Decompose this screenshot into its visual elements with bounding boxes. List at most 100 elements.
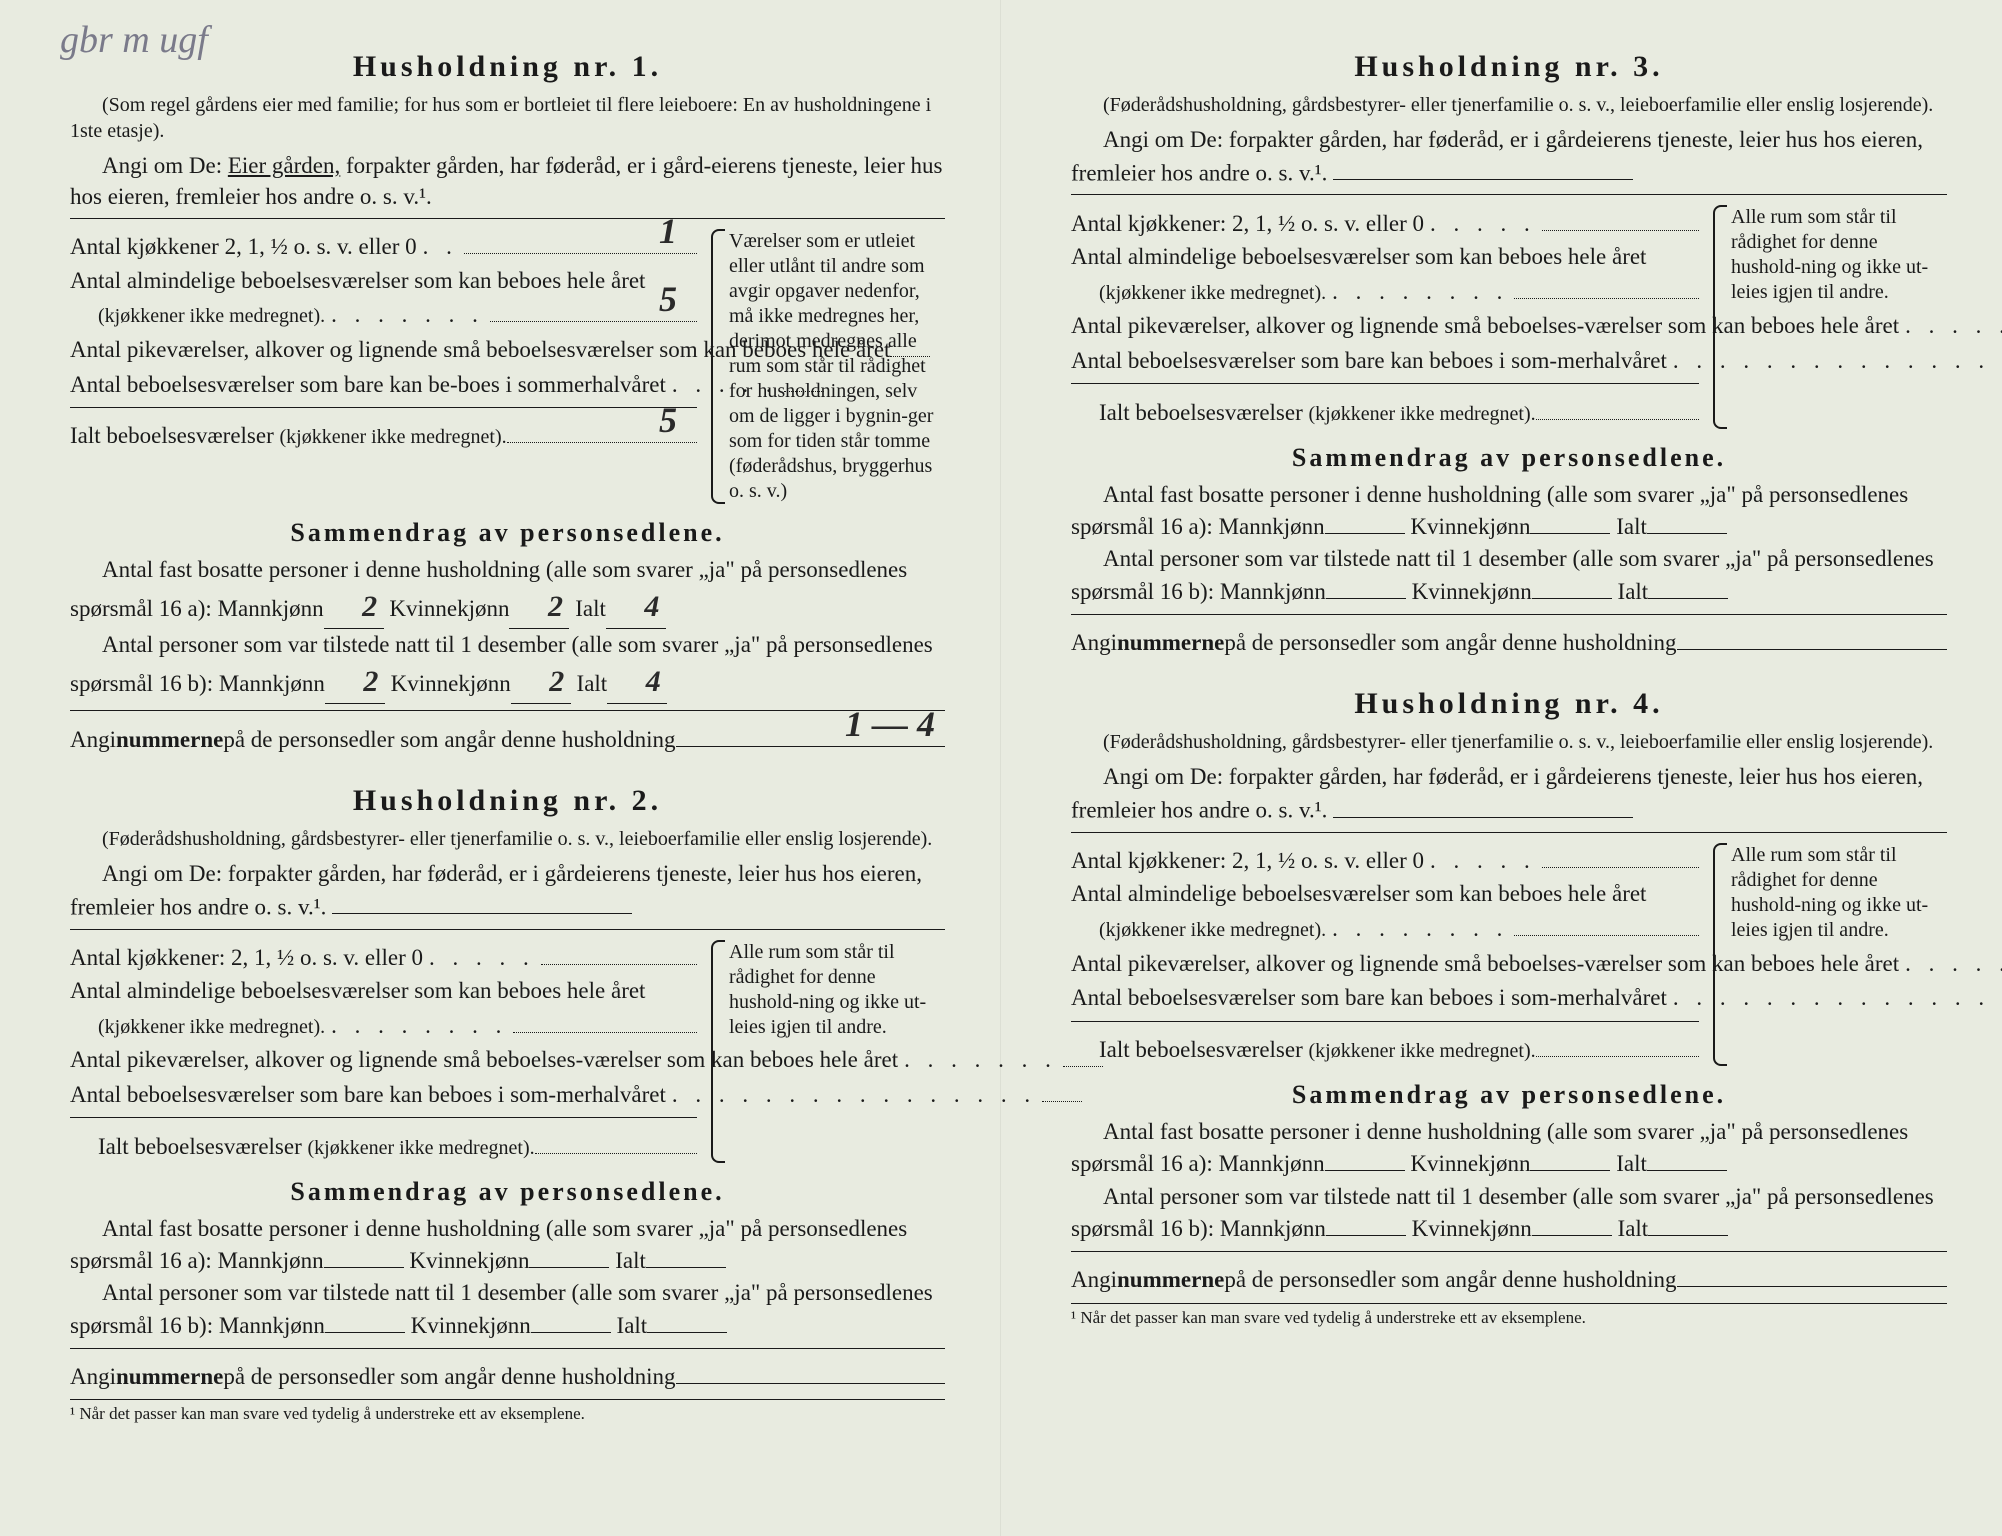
kvin-label: Kvinnekjønn — [1410, 1151, 1530, 1176]
household-3: Husholdning nr. 3. (Føderådshusholdning,… — [1071, 50, 1947, 659]
summary-title: Sammendrag av personsedlene. — [1071, 443, 1947, 473]
numbers-pre: Angi — [70, 1360, 116, 1393]
angi-field — [332, 889, 632, 914]
mann-a-value — [1325, 533, 1405, 534]
kvin-a-value — [1530, 1170, 1610, 1171]
total-sub: (kjøkkener ikke medregnet). — [307, 1134, 534, 1163]
divider — [70, 1117, 697, 1118]
fields-block: Antal kjøkkener: 2, 1, ½ o. s. v. eller … — [1071, 205, 1947, 429]
side-note: Alle rum som står til rådighet for denne… — [729, 940, 945, 1040]
angi-field — [1333, 792, 1633, 817]
rooms-field — [513, 1007, 697, 1032]
ialt-label: Ialt — [577, 671, 608, 696]
total-sub: (kjøkkener ikke medregnet). — [1308, 400, 1535, 429]
kitchens-row: Antal kjøkkener: 2, 1, ½ o. s. v. eller … — [70, 940, 697, 975]
summary-title: Sammendrag av personsedlene. — [70, 518, 945, 548]
summer-row: Antal beboelsesværelser som bare kan beb… — [1071, 980, 1699, 1015]
numbers-field — [1677, 625, 1947, 650]
present-text: Antal personer som var tilstede natt til… — [70, 629, 945, 704]
left-page: gbr m ugf Husholdning nr. 1. (Som regel … — [0, 0, 1001, 1536]
kvin-label: Kvinnekjønn — [409, 1248, 529, 1273]
dots: . . . . . . . — [325, 298, 490, 331]
mann-label: Mannkjønn — [1219, 1151, 1325, 1176]
rooms-sub: (kjøkkener ikke medregnet). — [98, 1013, 325, 1042]
brace-icon — [1713, 843, 1727, 1067]
household-subtitle: (Som regel gårdens eier med familie; for… — [70, 92, 945, 144]
numbers-field — [1677, 1262, 1947, 1287]
angi-prefix: Angi om De: — [1103, 127, 1229, 152]
divider — [1071, 832, 1947, 833]
rooms-row-2: (kjøkkener ikke medregnet). . . . . . . … — [70, 297, 697, 332]
rooms-field — [1514, 273, 1699, 298]
rooms-field — [1514, 911, 1699, 936]
kitchens-field — [541, 940, 697, 965]
summer-label: Antal beboelsesværelser som bare kan beb… — [1071, 981, 1667, 1014]
perm-text: Antal fast bosatte personer i denne hush… — [70, 1213, 945, 1277]
kitchens-label: Antal kjøkkener: 2, 1, ½ o. s. v. eller … — [1071, 207, 1424, 240]
ialt-label: Ialt — [575, 596, 606, 621]
present-text: Antal personer som var tilstede natt til… — [1071, 1181, 1947, 1245]
perm-text: Antal fast bosatte personer i denne hush… — [1071, 1116, 1947, 1180]
side-note-col: Alle rum som står til rådighet for denne… — [1717, 843, 1947, 1067]
present-text: Antal personer som var tilstede natt til… — [1071, 543, 1947, 607]
kvin-label: Kvinnekjønn — [389, 596, 509, 621]
numbers-row: Angi nummerne på de personsedler som ang… — [70, 1359, 945, 1394]
mann-label: Mannkjønn — [219, 1313, 325, 1338]
divider — [70, 929, 945, 930]
household-4: Husholdning nr. 4. (Føderådshusholdning,… — [1071, 687, 1947, 1327]
total-row: Ialt beboelsesværelser (kjøkkener ikke m… — [70, 1128, 697, 1163]
numbers-field — [676, 1359, 945, 1384]
angi-prefix: Angi om De: — [102, 153, 228, 178]
ialt-label: Ialt — [1616, 1151, 1647, 1176]
angi-prefix: Angi om De: — [1103, 764, 1229, 789]
fields-left: Antal kjøkkener: 2, 1, ½ o. s. v. eller … — [1071, 205, 1699, 429]
side-note: Værelser som er utleiet eller utlånt til… — [729, 229, 945, 504]
dots: . . — [417, 230, 464, 263]
kvin-a-value — [1530, 533, 1610, 534]
pike-row: Antal pikeværelser, alkover og lignende … — [1071, 308, 1699, 343]
footnote: ¹ Når det passer kan man svare ved tydel… — [70, 1399, 945, 1424]
total-label: Ialt beboelsesværelser — [98, 1130, 302, 1163]
numbers-post: på de personsedler som angår denne husho… — [223, 1360, 675, 1393]
rooms-row: Antal almindelige beboelsesværelser som … — [1071, 240, 1699, 273]
kitchens-row: Antal kjøkkener: 2, 1, ½ o. s. v. eller … — [1071, 205, 1699, 240]
numbers-bold: nummerne — [1117, 1263, 1224, 1296]
angi-line: Angi om De: Eier gården, forpakter gårde… — [70, 150, 945, 212]
kitchens-label: Antal kjøkkener: 2, 1, ½ o. s. v. eller … — [1071, 844, 1424, 877]
kvin-label: Kvinnekjønn — [1412, 579, 1532, 604]
brace-icon — [711, 229, 725, 504]
pike-row: Antal pikeværelser, alkover og lignende … — [1071, 945, 1699, 980]
summer-row: Antal beboelsesværelser som bare kan beb… — [1071, 343, 1699, 378]
dots: . . . . . — [423, 941, 541, 974]
rooms-value: 5 — [659, 273, 677, 325]
ialt-label: Ialt — [1616, 514, 1647, 539]
household-title: Husholdning nr. 2. — [70, 784, 945, 818]
side-note-col: Alle rum som står til rådighet for denne… — [715, 940, 945, 1164]
rooms-sub: (kjøkkener ikke medregnet). — [98, 302, 325, 331]
numbers-pre: Angi — [70, 723, 116, 756]
side-note: Alle rum som står til rådighet for denne… — [1731, 843, 1947, 943]
rooms-row-2: (kjøkkener ikke medregnet). . . . . . . … — [1071, 273, 1699, 308]
divider — [1071, 614, 1947, 615]
brace-icon — [1713, 205, 1727, 429]
perm-text: Antal fast bosatte personer i denne hush… — [1071, 479, 1947, 543]
household-2: Husholdning nr. 2. (Føderådshusholdning,… — [70, 784, 945, 1424]
total-field — [1536, 394, 1699, 419]
ialt-label: Ialt — [1618, 579, 1649, 604]
divider — [70, 218, 945, 219]
dots: . . . . . — [1424, 844, 1542, 877]
numbers-bold: nummerne — [116, 723, 223, 756]
summer-label: Antal beboelsesværelser som bare kan be-… — [70, 368, 666, 401]
dots: . . . . . . . . — [325, 1009, 513, 1042]
rooms-field: 5 — [490, 297, 697, 322]
kvin-label: Kvinnekjønn — [1410, 514, 1530, 539]
kvin-b-value — [531, 1332, 611, 1333]
kitchens-row: Antal kjøkkener: 2, 1, ½ o. s. v. eller … — [1071, 843, 1699, 878]
fields-block: Antal kjøkkener 2, 1, ½ o. s. v. eller 0… — [70, 229, 945, 504]
ialt-b-value — [1648, 598, 1728, 599]
numbers-post: på de personsedler som angår denne husho… — [223, 723, 675, 756]
rooms-sub: (kjøkkener ikke medregnet). — [1099, 279, 1326, 308]
pike-row: Antal pikeværelser, alkover og lignende … — [70, 332, 697, 367]
household-title: Husholdning nr. 4. — [1071, 687, 1947, 721]
kvin-label: Kvinnekjønn — [411, 1313, 531, 1338]
